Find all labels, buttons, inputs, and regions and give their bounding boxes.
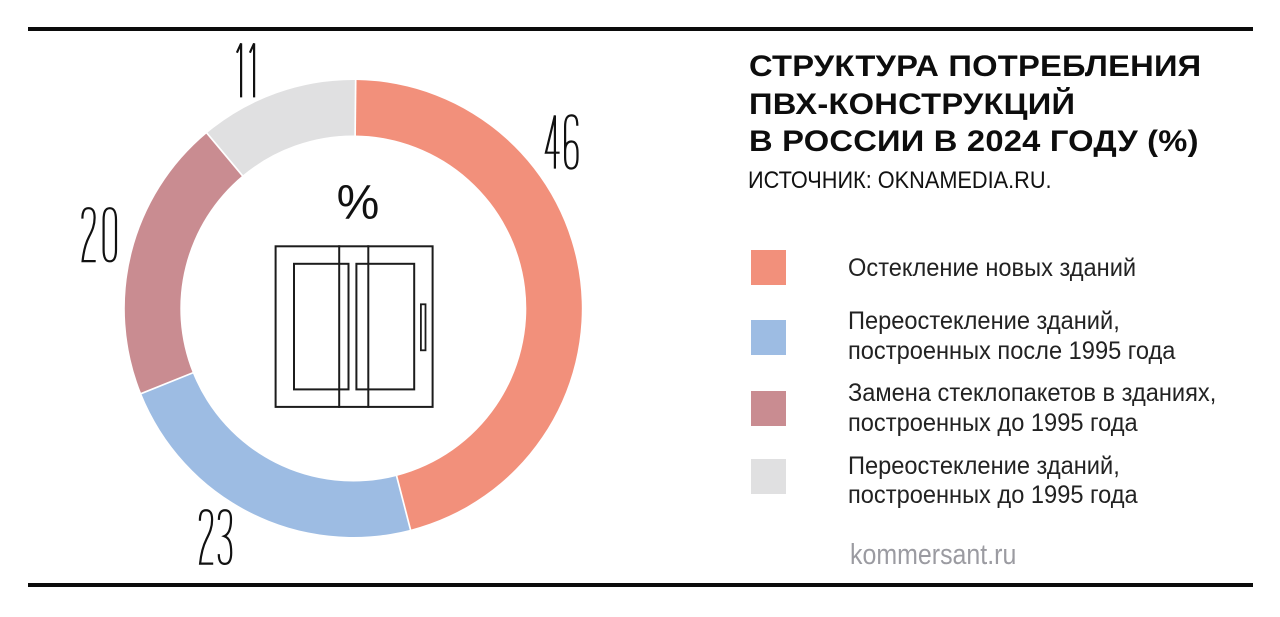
svg-text:%: % [337,177,380,230]
